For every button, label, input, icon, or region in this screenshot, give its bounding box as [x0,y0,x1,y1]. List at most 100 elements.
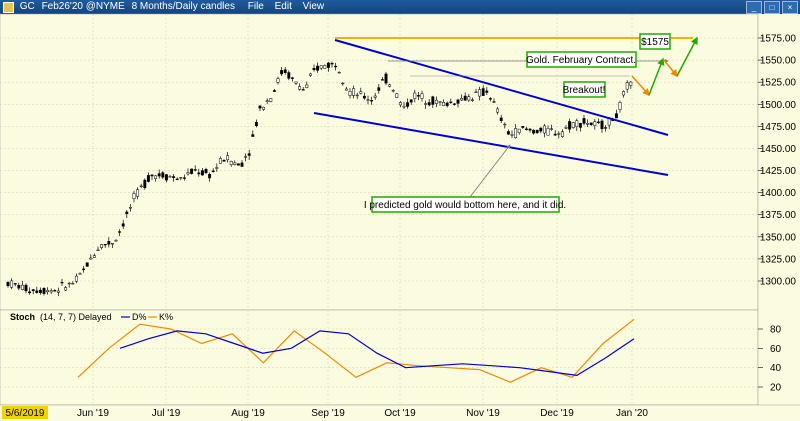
breakout-label: Breakout! [563,85,606,96]
candle-body [164,174,168,181]
candle-body [344,88,348,91]
candle-body [625,82,629,90]
candle-body [622,91,626,96]
candle-body [499,117,503,121]
price-tick-label: 1300.00 [760,277,797,288]
candle-body [470,99,474,101]
maximize-icon[interactable]: □ [764,1,780,14]
candle-body [17,285,21,289]
candle-body [524,128,528,130]
price-tick-label: 1575.00 [760,34,797,45]
menu-edit[interactable]: Edit [274,1,292,12]
menu-view[interactable]: View [302,1,325,12]
candle-body [67,282,71,285]
candle-body [154,175,158,179]
stoch-tick-label: 60 [770,344,782,355]
candle-body [222,159,226,162]
candle-body [553,133,557,136]
candle-body [247,153,251,156]
candle-body [362,95,366,99]
candle-body [528,128,532,131]
candle-body [352,88,356,96]
candle-body [341,82,345,85]
candle-body [204,169,208,173]
candle-body [233,162,237,165]
candle-body [496,108,500,113]
candle-body [463,95,467,101]
stoch-k-line [77,318,635,383]
candle-body [514,128,518,139]
candle-body [290,77,294,79]
candle-body [218,158,222,164]
candle-body [589,122,593,126]
candle-body [53,290,57,292]
candle-body [604,127,608,129]
candle-body [305,84,309,89]
candle-body [312,68,316,71]
candle-body [370,100,374,102]
candle-body [89,257,93,260]
close-icon[interactable]: × [782,1,798,14]
candle-body [593,121,597,126]
candle-body [172,176,176,178]
target-label: $1575 [641,37,669,48]
candle-body [294,81,298,84]
candle-body [355,94,359,97]
candle-body [575,120,579,128]
candle-body [38,289,42,294]
candle-body [308,73,312,76]
candle-body [586,122,590,125]
candle-body [283,69,287,74]
candle-body [157,173,161,177]
contract-title[interactable]: Feb26'20 @NYME [41,1,125,12]
candle-body [251,134,255,137]
candle-body [20,284,24,290]
stoch-tick-label: 20 [770,383,782,394]
candle-body [391,90,395,92]
menu-file[interactable]: File [247,1,264,12]
candle-body [272,90,276,92]
candle-body [409,99,413,103]
date-tick-label: Aug '19 [231,408,265,419]
minimize-icon[interactable]: _ [746,1,762,14]
timeframe-dropdown[interactable]: 8 Months/Daily candles [131,1,235,12]
candle-body [28,291,32,294]
title-bar: GC Feb26'20 @NYME 8 Months/Daily candles… [0,0,800,14]
candle-body [146,175,150,182]
symbol-label[interactable]: GC [19,1,35,12]
candle-body [211,170,215,172]
candle-body [629,81,633,86]
window-buttons: _ □ × [744,1,798,15]
candle-body [398,102,402,106]
candle-body [319,65,323,69]
candle-body [366,99,370,101]
candle-body [85,262,89,267]
candle-body [359,91,363,94]
candle-body [460,98,464,101]
price-tick-label: 1450.00 [760,144,797,155]
candle-body [280,70,284,75]
candle-body [614,113,618,119]
candle-body [510,134,514,136]
stoch-name: Stoch [10,312,35,322]
stoch-d-label: D% [132,312,147,322]
candle-body [388,84,392,87]
candle-body [78,273,82,275]
candle-body [478,89,482,97]
candle-body [179,177,183,179]
candle-body [35,290,39,293]
price-tick-label: 1400.00 [760,188,797,199]
candle-body [481,88,485,96]
candle-body [323,65,327,69]
date-tick-label: Nov '19 [466,408,500,419]
candle-body [128,206,132,209]
candle-body [406,102,410,107]
stoch-tick-label: 40 [770,363,782,374]
candle-body [269,98,273,102]
candle-body [485,90,489,93]
candle-body [186,172,190,175]
candle-body [175,178,179,181]
candle-body [557,133,561,135]
